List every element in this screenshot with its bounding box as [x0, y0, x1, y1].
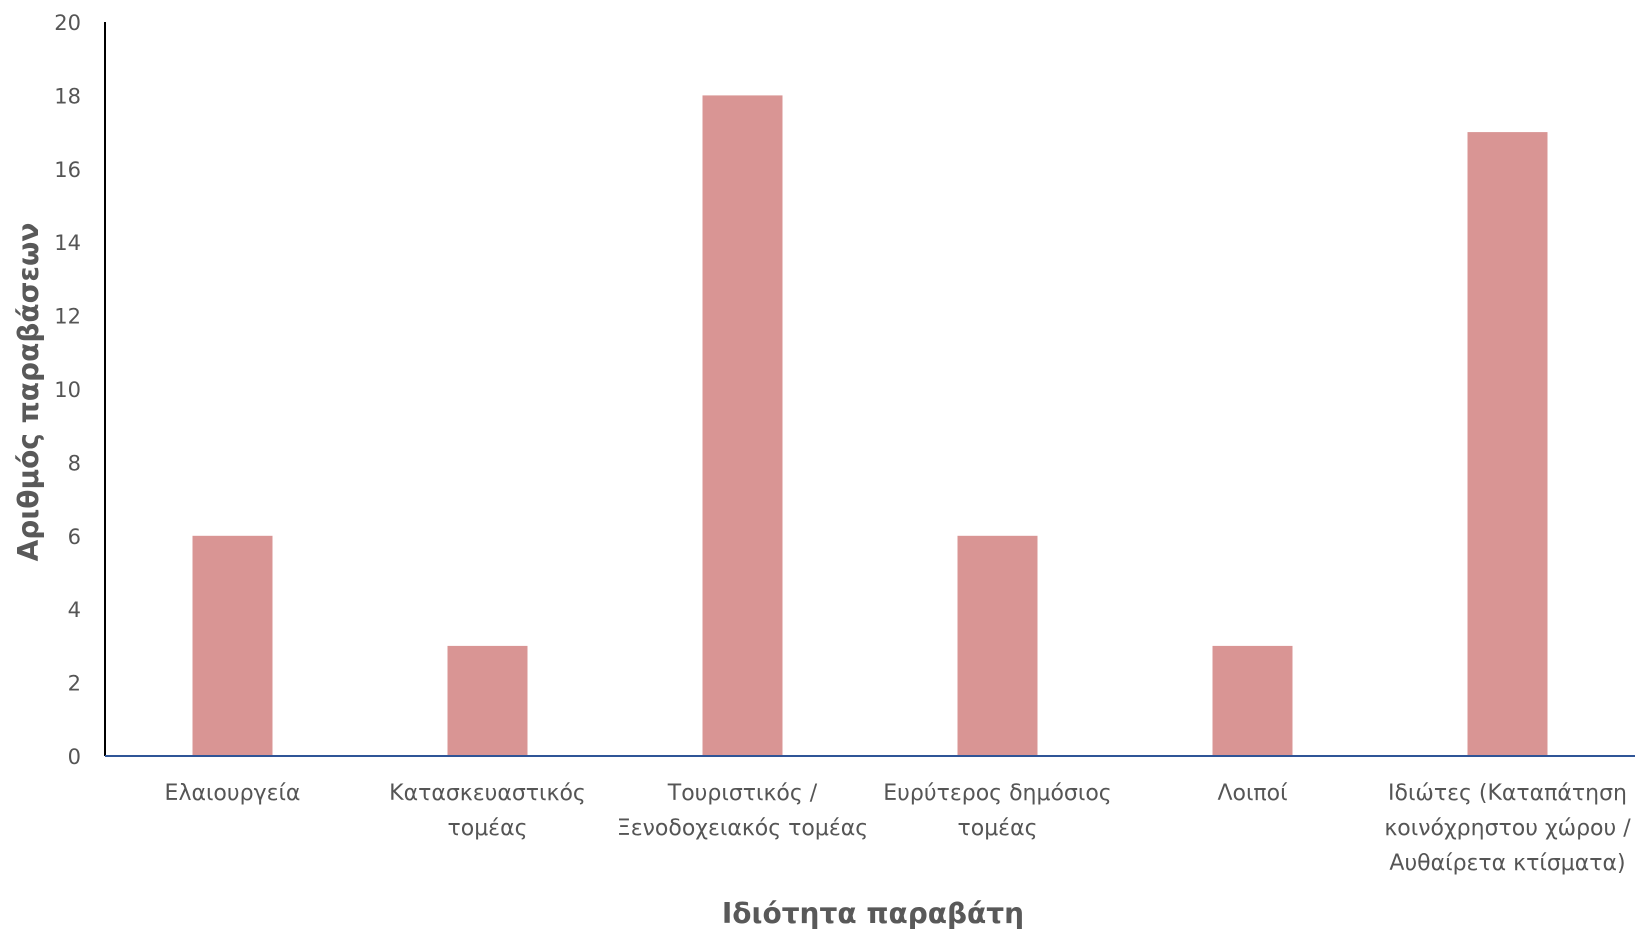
x-category-label: Τουριστικός / Ξενοδοχειακός τομέας [617, 781, 868, 841]
y-tick-label: 20 [54, 11, 81, 35]
bar [957, 535, 1038, 756]
y-tick-label: 4 [68, 598, 81, 622]
y-tick-label: 14 [54, 231, 81, 255]
y-tick-label: 12 [54, 305, 81, 329]
x-category-label: Κατασκευαστικός τομέας [389, 781, 586, 841]
y-tick-label: 2 [68, 672, 81, 696]
x-category-label: Λοιποί [1217, 781, 1288, 806]
y-tick-label: 16 [54, 158, 81, 182]
bar [1212, 645, 1293, 756]
y-tick-label: 8 [68, 451, 81, 475]
y-axis-ticks: 0 2 4 6 8 10 12 14 16 18 20 [54, 11, 81, 769]
y-axis-title: Αριθμός παραβάσεων [12, 223, 45, 562]
bars [192, 95, 1548, 757]
x-category-label: Ελαιουργεία [165, 781, 301, 806]
x-category-label: Ιδιώτες (Καταπάτηση κοινόχρηστου χώρου / Α… [1384, 781, 1631, 876]
bar [1467, 132, 1548, 757]
y-tick-label: 18 [54, 84, 81, 108]
y-tick-label: 6 [68, 525, 81, 549]
x-axis-category-labels: Ελαιουργεία Κατασκευαστικός τομέας Τουριστι… [165, 781, 1632, 876]
bar [702, 95, 783, 756]
y-tick-label: 10 [54, 378, 81, 402]
x-axis-title: Ιδιότητα παραβάτη [722, 897, 1024, 929]
x-category-label: Ευρύτερος δημόσιος τομέας [883, 781, 1111, 841]
y-tick-label: 0 [68, 745, 81, 769]
bar [192, 535, 273, 756]
bar [447, 645, 528, 756]
